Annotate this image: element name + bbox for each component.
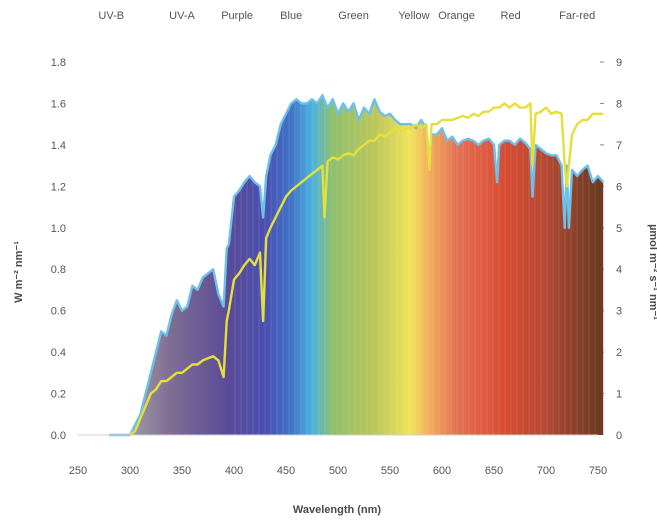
x-tick-label: 450 (277, 465, 295, 477)
y-left-tick-label: 1.0 (51, 223, 66, 235)
y-right-tick-label: 3 (616, 306, 622, 318)
y-left-tick-label: 0.6 (51, 306, 66, 318)
y-right-tick-label: 2 (616, 347, 622, 359)
y-right-tick-label: 4 (616, 264, 622, 276)
y-right-tick-label: 9 (616, 57, 622, 69)
x-axis-ticks: 250 300 350 400 450 500 550 600 650 700 750 (69, 465, 607, 477)
left-axis-title: W m⁻² nm⁻¹ (13, 241, 25, 303)
y-left-tick-label: 0.8 (51, 264, 66, 276)
x-tick-label: 250 (69, 465, 87, 477)
x-tick-label: 350 (173, 465, 191, 477)
spectrum-fill (109, 95, 604, 435)
y-left-tick-label: 1.6 (51, 98, 66, 110)
x-tick-label: 550 (381, 465, 399, 477)
plot-area (109, 94, 605, 437)
right-axis-ticks: 0 1 2 3 4 5 6 7 8 9 (600, 57, 622, 442)
band-label-0: UV-B (98, 10, 124, 22)
y-left-tick-label: 1.2 (51, 181, 66, 193)
x-tick-label: 700 (537, 465, 555, 477)
y-right-tick-label: 6 (616, 181, 622, 193)
band-label-2: Purple (221, 10, 253, 22)
x-tick-label: 650 (485, 465, 503, 477)
y-right-tick-label: 7 (616, 140, 622, 152)
band-label-8: Far-red (559, 10, 595, 22)
band-label-1: UV-A (169, 10, 195, 22)
y-left-tick-label: 0.2 (51, 389, 66, 401)
y-left-tick-label: 0.0 (51, 430, 66, 442)
series-line-1 (129, 102, 604, 436)
band-label-7: Red (501, 10, 521, 22)
x-tick-label: 600 (433, 465, 451, 477)
left-axis-ticks: 0.0 0.2 0.4 0.6 0.8 1.0 1.2 1.4 1.6 1.8 (51, 57, 66, 442)
y-left-tick-label: 1.4 (51, 140, 66, 152)
y-left-tick-label: 1.8 (51, 57, 66, 69)
y-left-tick-label: 0.4 (51, 347, 66, 359)
y-right-tick-label: 8 (616, 98, 622, 110)
right-axis-title: µmol m⁻² s⁻¹ nm⁻¹ (647, 224, 657, 320)
band-label-5: Yellow (398, 10, 429, 22)
y-right-tick-label: 5 (616, 223, 622, 235)
x-tick-label: 750 (589, 465, 607, 477)
band-label-6: Orange (438, 10, 475, 22)
x-axis-title: Wavelength (nm) (293, 504, 382, 516)
band-label-3: Blue (280, 10, 302, 22)
y-right-tick-label: 0 (616, 430, 622, 442)
band-label-4: Green (338, 10, 369, 22)
x-tick-label: 300 (121, 465, 139, 477)
x-tick-label: 400 (225, 465, 243, 477)
series-line-0 (109, 94, 605, 437)
x-tick-label: 500 (329, 465, 347, 477)
band-labels: UV-B UV-A Purple Blue Green Yellow Orange Red Fa… (98, 10, 595, 22)
y-right-tick-label: 1 (616, 389, 622, 401)
